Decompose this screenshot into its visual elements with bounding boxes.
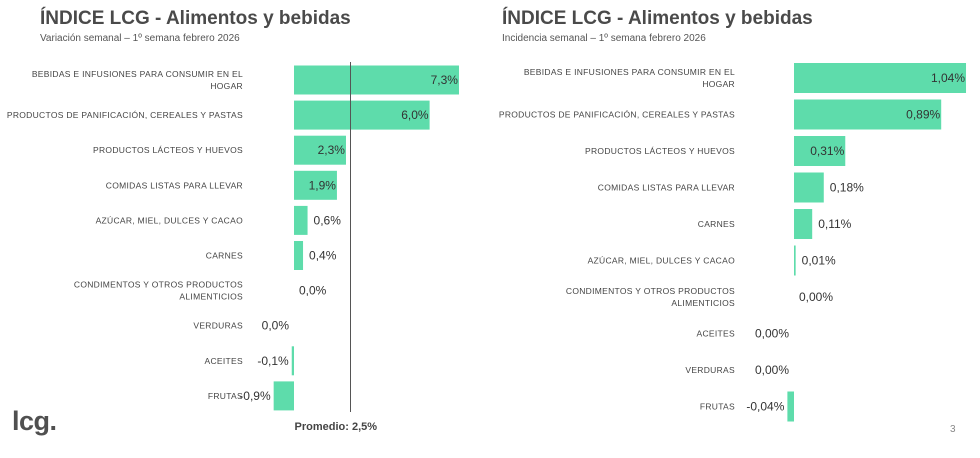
- data-label: 0,6%: [314, 213, 342, 227]
- chart-title: ÍNDICE LCG - Alimentos y bebidas: [502, 8, 813, 29]
- chart-subtitle: Incidencia semanal – 1º semana febrero 2…: [502, 33, 706, 44]
- category-label: FRUTAS: [208, 391, 243, 401]
- chart-right-svg: BEBIDAS E INFUSIONES PARA CONSUMIR EN EL…: [499, 63, 967, 422]
- category-label: BEBIDAS E INFUSIONES PARA CONSUMIR EN EL…: [32, 69, 243, 91]
- category-label: CONDIMENTOS Y OTROS PRODUCTOS ALIMENTICIO…: [566, 286, 735, 308]
- data-label: 0,0%: [262, 319, 290, 333]
- bar: [294, 100, 430, 130]
- bar: [294, 205, 308, 235]
- category-label: PRODUCTOS LÁCTEOS Y HUEVOS: [93, 145, 243, 155]
- bar: [794, 99, 942, 130]
- data-label: 0,31%: [810, 144, 844, 158]
- chart-title: ÍNDICE LCG - Alimentos y bebidas: [40, 8, 351, 29]
- data-label: 2,3%: [318, 143, 346, 157]
- average-label: Promedio: 2,5%: [295, 421, 378, 433]
- category-label: CARNES: [206, 251, 243, 261]
- bar: [787, 391, 794, 422]
- data-label: 0,0%: [299, 284, 327, 298]
- category-label: AZÚCAR, MIEL, DULCES Y CACAO: [588, 256, 736, 266]
- data-label: 0,01%: [802, 254, 836, 268]
- chart-right-panel: ÍNDICE LCG - Alimentos y bebidas Inciden…: [490, 0, 980, 458]
- category-label: ACEITES: [205, 356, 244, 366]
- category-label: CONDIMENTOS Y OTROS PRODUCTOS ALIMENTICIO…: [74, 280, 243, 302]
- category-label: ACEITES: [697, 329, 736, 339]
- bar: [294, 135, 346, 165]
- page-number: 3: [950, 424, 956, 435]
- chart-left-svg: BEBIDAS E INFUSIONES PARA CONSUMIR EN EL…: [7, 62, 459, 433]
- category-label: VERDURAS: [685, 365, 735, 375]
- category-label: COMIDAS LISTAS PARA LLEVAR: [598, 183, 735, 193]
- data-label: 0,89%: [906, 108, 940, 122]
- data-label: 7,3%: [431, 73, 459, 87]
- data-label: -0,04%: [746, 400, 784, 414]
- chart-left-panel: ÍNDICE LCG - Alimentos y bebidas Variaci…: [7, 8, 459, 433]
- category-label: PRODUCTOS DE PANIFICACIÓN, CEREALES Y PA…: [499, 110, 735, 120]
- bar: [294, 241, 304, 270]
- bar: [291, 346, 294, 376]
- data-label: 1,04%: [931, 71, 965, 85]
- bar: [794, 245, 796, 276]
- data-label: 0,00%: [755, 363, 789, 377]
- category-label: CARNES: [698, 219, 735, 229]
- bar: [794, 209, 813, 239]
- bar: [794, 136, 846, 166]
- bar: [794, 172, 824, 203]
- data-label: 0,11%: [818, 217, 851, 231]
- category-label: PRODUCTOS DE PANIFICACIÓN, CEREALES Y PA…: [7, 110, 243, 120]
- lcg-logo: lcg.: [12, 406, 57, 436]
- bar: [294, 170, 337, 200]
- bar: [294, 65, 459, 95]
- bar: [794, 63, 967, 93]
- data-label: -0,1%: [257, 354, 289, 368]
- category-label: AZÚCAR, MIEL, DULCES Y CACAO: [96, 215, 244, 225]
- data-label: -0,9%: [239, 389, 271, 403]
- data-label: 6,0%: [401, 108, 429, 122]
- category-label: COMIDAS LISTAS PARA LLEVAR: [106, 180, 243, 190]
- category-label: BEBIDAS E INFUSIONES PARA CONSUMIR EN EL…: [524, 67, 735, 89]
- chart-subtitle: Variación semanal – 1º semana febrero 20…: [40, 33, 240, 44]
- data-label: 0,00%: [755, 327, 789, 341]
- data-label: 0,18%: [830, 181, 864, 195]
- bar: [273, 381, 294, 411]
- data-label: 0,4%: [309, 249, 337, 263]
- category-label: VERDURAS: [193, 321, 243, 331]
- data-label: 1,9%: [309, 178, 337, 192]
- category-label: PRODUCTOS LÁCTEOS Y HUEVOS: [585, 146, 735, 156]
- data-label: 0,00%: [799, 290, 833, 304]
- category-label: FRUTAS: [700, 402, 735, 412]
